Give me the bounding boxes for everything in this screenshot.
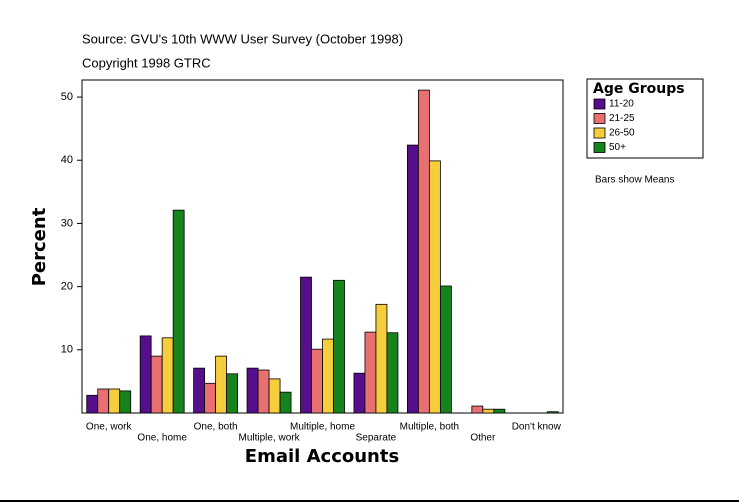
x-tick-label: Don't know bbox=[512, 422, 562, 433]
bar bbox=[311, 348, 323, 414]
legend-label: 21-25 bbox=[609, 113, 635, 124]
bar bbox=[226, 373, 239, 414]
x-tick-label: Multiple, both bbox=[400, 422, 459, 433]
bar bbox=[86, 394, 99, 414]
legend-swatch bbox=[593, 142, 606, 153]
bar bbox=[268, 378, 281, 414]
bar bbox=[364, 331, 377, 414]
bar bbox=[139, 335, 152, 414]
legend-swatch bbox=[593, 113, 606, 124]
bar bbox=[97, 388, 110, 414]
x-tick-label: One, both bbox=[194, 422, 238, 433]
legend-label: 26-50 bbox=[609, 128, 635, 139]
bar bbox=[353, 372, 366, 414]
x-tick-label: One, home bbox=[137, 433, 187, 444]
bar bbox=[322, 338, 334, 414]
y-tick-label: 20 bbox=[61, 281, 73, 293]
bar bbox=[108, 388, 121, 414]
y-tick-label: 50 bbox=[61, 91, 73, 103]
bar bbox=[279, 391, 292, 414]
bar bbox=[119, 390, 132, 414]
legend-box bbox=[586, 78, 704, 159]
bar bbox=[546, 411, 559, 414]
bar bbox=[215, 355, 228, 414]
legend-label: 50+ bbox=[609, 142, 626, 153]
bar bbox=[482, 408, 495, 414]
legend-label: 11-20 bbox=[609, 99, 634, 110]
x-tick-label: Separate bbox=[356, 433, 397, 444]
bar bbox=[375, 303, 388, 414]
bar bbox=[300, 276, 312, 414]
bar bbox=[172, 209, 185, 414]
y-tick-label: 10 bbox=[61, 344, 73, 356]
legend-swatch bbox=[593, 98, 606, 110]
bar bbox=[493, 408, 506, 414]
chart-subtitle: Copyright 1998 GTRC bbox=[82, 55, 211, 70]
bar bbox=[471, 405, 484, 414]
bar bbox=[257, 369, 270, 414]
bar bbox=[428, 160, 441, 414]
bar bbox=[246, 367, 259, 414]
x-tick-label: Multiple, home bbox=[290, 422, 355, 433]
legend-swatch bbox=[593, 127, 606, 139]
bar bbox=[193, 367, 206, 414]
bar bbox=[439, 285, 452, 414]
bar bbox=[333, 279, 345, 414]
y-tick-label: 30 bbox=[61, 217, 73, 229]
legend-title: Age Groups bbox=[593, 81, 685, 97]
bar bbox=[406, 144, 419, 414]
y-axis-label: Percent bbox=[29, 207, 50, 286]
annotation: Bars show Means bbox=[595, 175, 674, 186]
x-tick-label: Other bbox=[470, 433, 496, 444]
bar bbox=[161, 337, 174, 414]
x-axis-label: Email Accounts bbox=[245, 446, 399, 467]
bar bbox=[150, 355, 163, 414]
bar bbox=[417, 89, 430, 414]
chart-title: Source: GVU's 10th WWW User Survey (Octo… bbox=[82, 31, 403, 46]
bar bbox=[386, 332, 399, 414]
x-tick-label: One, work bbox=[86, 422, 133, 433]
x-tick-label: Multiple, work bbox=[238, 433, 300, 444]
bar bbox=[204, 382, 217, 414]
y-tick-label: 40 bbox=[61, 154, 73, 166]
